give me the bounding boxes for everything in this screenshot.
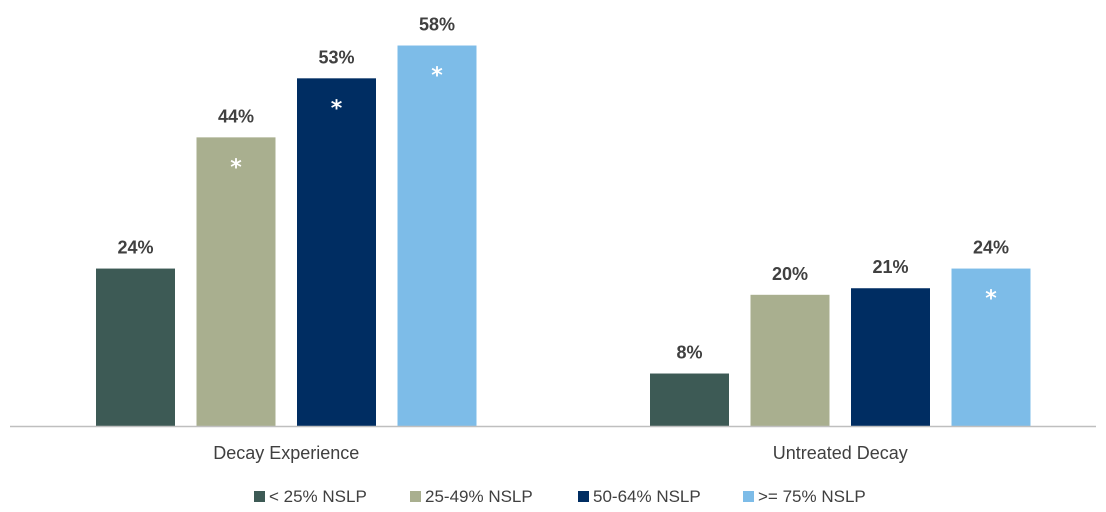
bar [951, 268, 1031, 426]
legend-label: < 25% NSLP [269, 487, 367, 506]
legend-item: >= 75% NSLP [743, 487, 866, 506]
legend: < 25% NSLP 25-49% NSLP 50-64% NSLP >= 75% N… [254, 487, 866, 506]
bar [297, 78, 376, 426]
data-label: 53% [318, 47, 354, 67]
category-label: Decay Experience [213, 443, 359, 463]
data-label: 20% [772, 264, 808, 284]
data-label: 21% [872, 257, 908, 277]
significance-marker: * [331, 96, 343, 121]
category-labels-layer: Decay Experience Untreated Decay [213, 443, 908, 463]
data-label: 24% [117, 238, 153, 258]
bar [851, 288, 930, 426]
legend-item: 25-49% NSLP [410, 487, 533, 506]
data-label: 44% [218, 106, 254, 126]
significance-markers-layer: * * * * [230, 64, 997, 312]
significance-marker: * [230, 155, 242, 180]
significance-marker: * [431, 64, 443, 89]
legend-item: < 25% NSLP [254, 487, 367, 506]
bar [750, 294, 830, 426]
bars-layer [96, 45, 1031, 427]
legend-swatch [578, 491, 589, 502]
bar [650, 373, 729, 426]
value-labels-layer: 24% 44% 53% 58% 8% 20% 21% 24% [117, 15, 1009, 363]
bar [196, 137, 276, 427]
significance-marker: * [985, 287, 997, 312]
legend-label: 50-64% NSLP [593, 487, 701, 506]
data-label: 24% [973, 238, 1009, 258]
legend-swatch [254, 491, 265, 502]
legend-item: 50-64% NSLP [578, 487, 701, 506]
bar [397, 45, 477, 427]
legend-label: >= 75% NSLP [758, 487, 866, 506]
category-label: Untreated Decay [773, 443, 908, 463]
data-label: 58% [419, 15, 455, 35]
legend-label: 25-49% NSLP [425, 487, 533, 506]
legend-swatch [743, 491, 754, 502]
data-label: 8% [676, 343, 702, 363]
bar [96, 268, 175, 426]
legend-swatch [410, 491, 421, 502]
